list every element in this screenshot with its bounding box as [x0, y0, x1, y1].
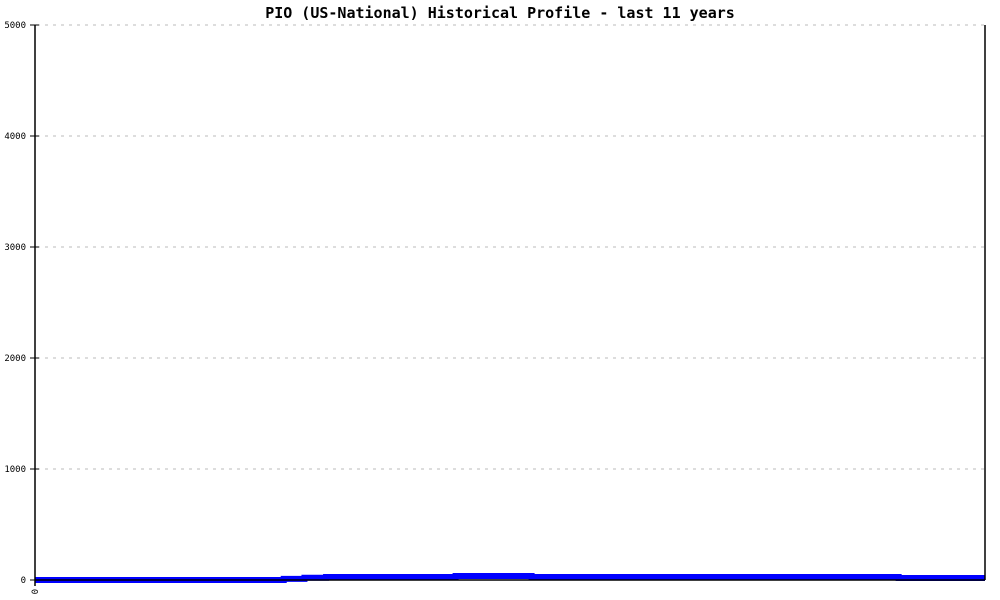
y-tick-label: 2000: [4, 354, 26, 364]
x-tick-label: 0: [31, 589, 41, 594]
y-tick-label: 3000: [4, 243, 26, 253]
y-tick-label: 5000: [4, 21, 26, 31]
y-tick-label: 0: [21, 576, 26, 586]
y-tick-label: 1000: [4, 465, 26, 475]
y-tick-label: 4000: [4, 132, 26, 142]
chart-title: PIO (US-National) Historical Profile - l…: [265, 4, 735, 22]
series-line: [35, 573, 985, 583]
